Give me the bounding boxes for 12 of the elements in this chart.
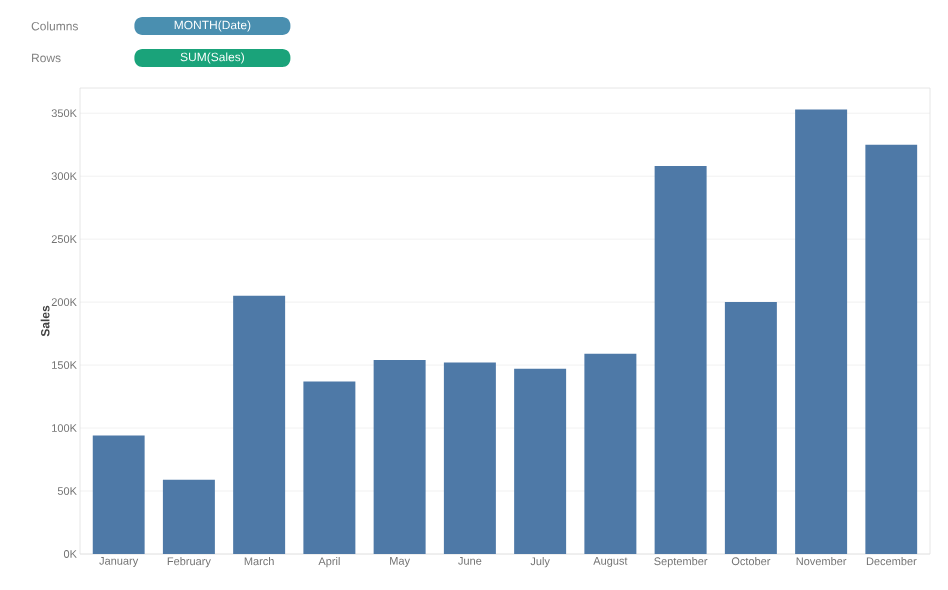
bar: [865, 144, 918, 554]
bar: [303, 381, 356, 554]
bar: [373, 360, 426, 554]
bar: [514, 368, 567, 554]
bar: [724, 302, 777, 554]
bar: [162, 479, 215, 554]
bar: [795, 109, 848, 554]
bar: [92, 435, 145, 554]
bar: [654, 166, 707, 554]
bar: [443, 362, 496, 554]
bar: [584, 353, 637, 554]
bar: [233, 295, 286, 554]
